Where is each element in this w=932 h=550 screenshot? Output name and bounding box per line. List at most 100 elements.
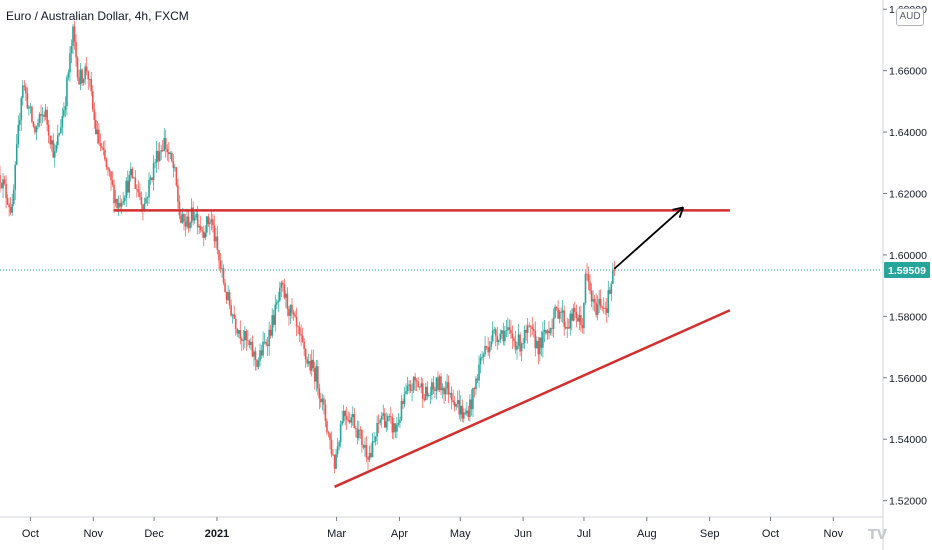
drawing-layer[interactable] <box>0 206 882 488</box>
candle <box>128 170 131 199</box>
candle <box>317 359 319 396</box>
x-tick-label: 2021 <box>205 528 229 540</box>
candle <box>67 69 70 81</box>
candle <box>222 264 225 286</box>
candle <box>70 39 73 64</box>
candle <box>463 408 465 423</box>
candle <box>491 321 494 344</box>
candle <box>113 179 115 213</box>
candle <box>163 128 166 152</box>
candle <box>380 411 383 428</box>
candle <box>140 191 143 213</box>
candle <box>405 383 407 395</box>
candle <box>456 390 459 408</box>
candle <box>76 56 79 82</box>
candle <box>567 318 570 329</box>
candle <box>282 280 284 292</box>
candle <box>259 343 261 367</box>
candle <box>333 454 336 474</box>
candle <box>28 105 30 116</box>
candle <box>292 309 295 321</box>
x-tick-label: Jun <box>514 528 532 540</box>
candle <box>466 401 468 417</box>
candle <box>348 412 351 425</box>
candle <box>133 176 135 179</box>
candle <box>563 305 565 336</box>
candle <box>105 157 108 171</box>
currency-badge[interactable]: AUD <box>896 8 924 26</box>
candle <box>526 318 529 344</box>
candle <box>171 150 173 163</box>
candle <box>508 319 511 334</box>
candle <box>49 135 51 149</box>
candle <box>186 208 188 230</box>
candle <box>315 359 318 392</box>
candle <box>15 134 18 166</box>
projection-arrow[interactable] <box>613 206 685 270</box>
candle <box>183 213 185 231</box>
candle <box>221 260 223 278</box>
candle <box>0 182 3 189</box>
candle <box>452 389 454 405</box>
candle <box>475 375 477 395</box>
candle <box>9 197 12 216</box>
candle <box>167 141 170 163</box>
candle <box>605 298 608 324</box>
candle <box>0 166 1 193</box>
candle <box>304 348 307 368</box>
candle <box>79 62 82 91</box>
candle <box>342 404 345 424</box>
candle <box>169 151 172 159</box>
y-tick-label: 1.60000 <box>889 250 927 262</box>
x-tick-label: Nov <box>824 528 844 540</box>
candle <box>476 374 479 383</box>
candle <box>90 71 93 96</box>
y-tick-label: 1.54000 <box>889 434 927 446</box>
candle <box>55 141 58 154</box>
candle <box>393 418 395 440</box>
candle <box>61 107 64 136</box>
candle <box>207 213 210 227</box>
candle <box>32 120 35 129</box>
support-trendline[interactable] <box>334 309 731 488</box>
candle <box>459 395 462 422</box>
candle <box>3 175 6 186</box>
candle <box>402 398 404 410</box>
candle <box>584 271 587 305</box>
candle <box>473 386 476 398</box>
candle <box>501 329 503 339</box>
candle <box>63 102 65 118</box>
tradingview-logo[interactable]: TV <box>868 528 887 543</box>
candle <box>247 330 249 347</box>
candle <box>257 357 260 370</box>
candle <box>78 69 80 86</box>
candle <box>91 85 94 113</box>
candle <box>64 96 67 117</box>
candle <box>98 122 100 145</box>
candle <box>472 387 474 418</box>
candle <box>175 166 178 188</box>
candle <box>26 87 29 110</box>
candle <box>578 306 581 331</box>
candle <box>266 336 269 357</box>
candle <box>289 304 292 325</box>
candle <box>326 418 328 436</box>
candle <box>592 290 594 311</box>
candle <box>5 175 7 209</box>
candle <box>417 377 419 388</box>
candle <box>306 356 308 368</box>
candle <box>557 300 559 319</box>
candle <box>81 68 83 87</box>
candle <box>123 195 126 206</box>
time-axis[interactable] <box>0 517 883 550</box>
candle <box>516 341 518 360</box>
candle <box>555 306 558 311</box>
candle <box>107 166 109 176</box>
candle <box>69 46 71 82</box>
candle <box>408 380 410 394</box>
candle <box>206 216 208 237</box>
candle <box>239 320 242 345</box>
candle <box>131 166 134 179</box>
